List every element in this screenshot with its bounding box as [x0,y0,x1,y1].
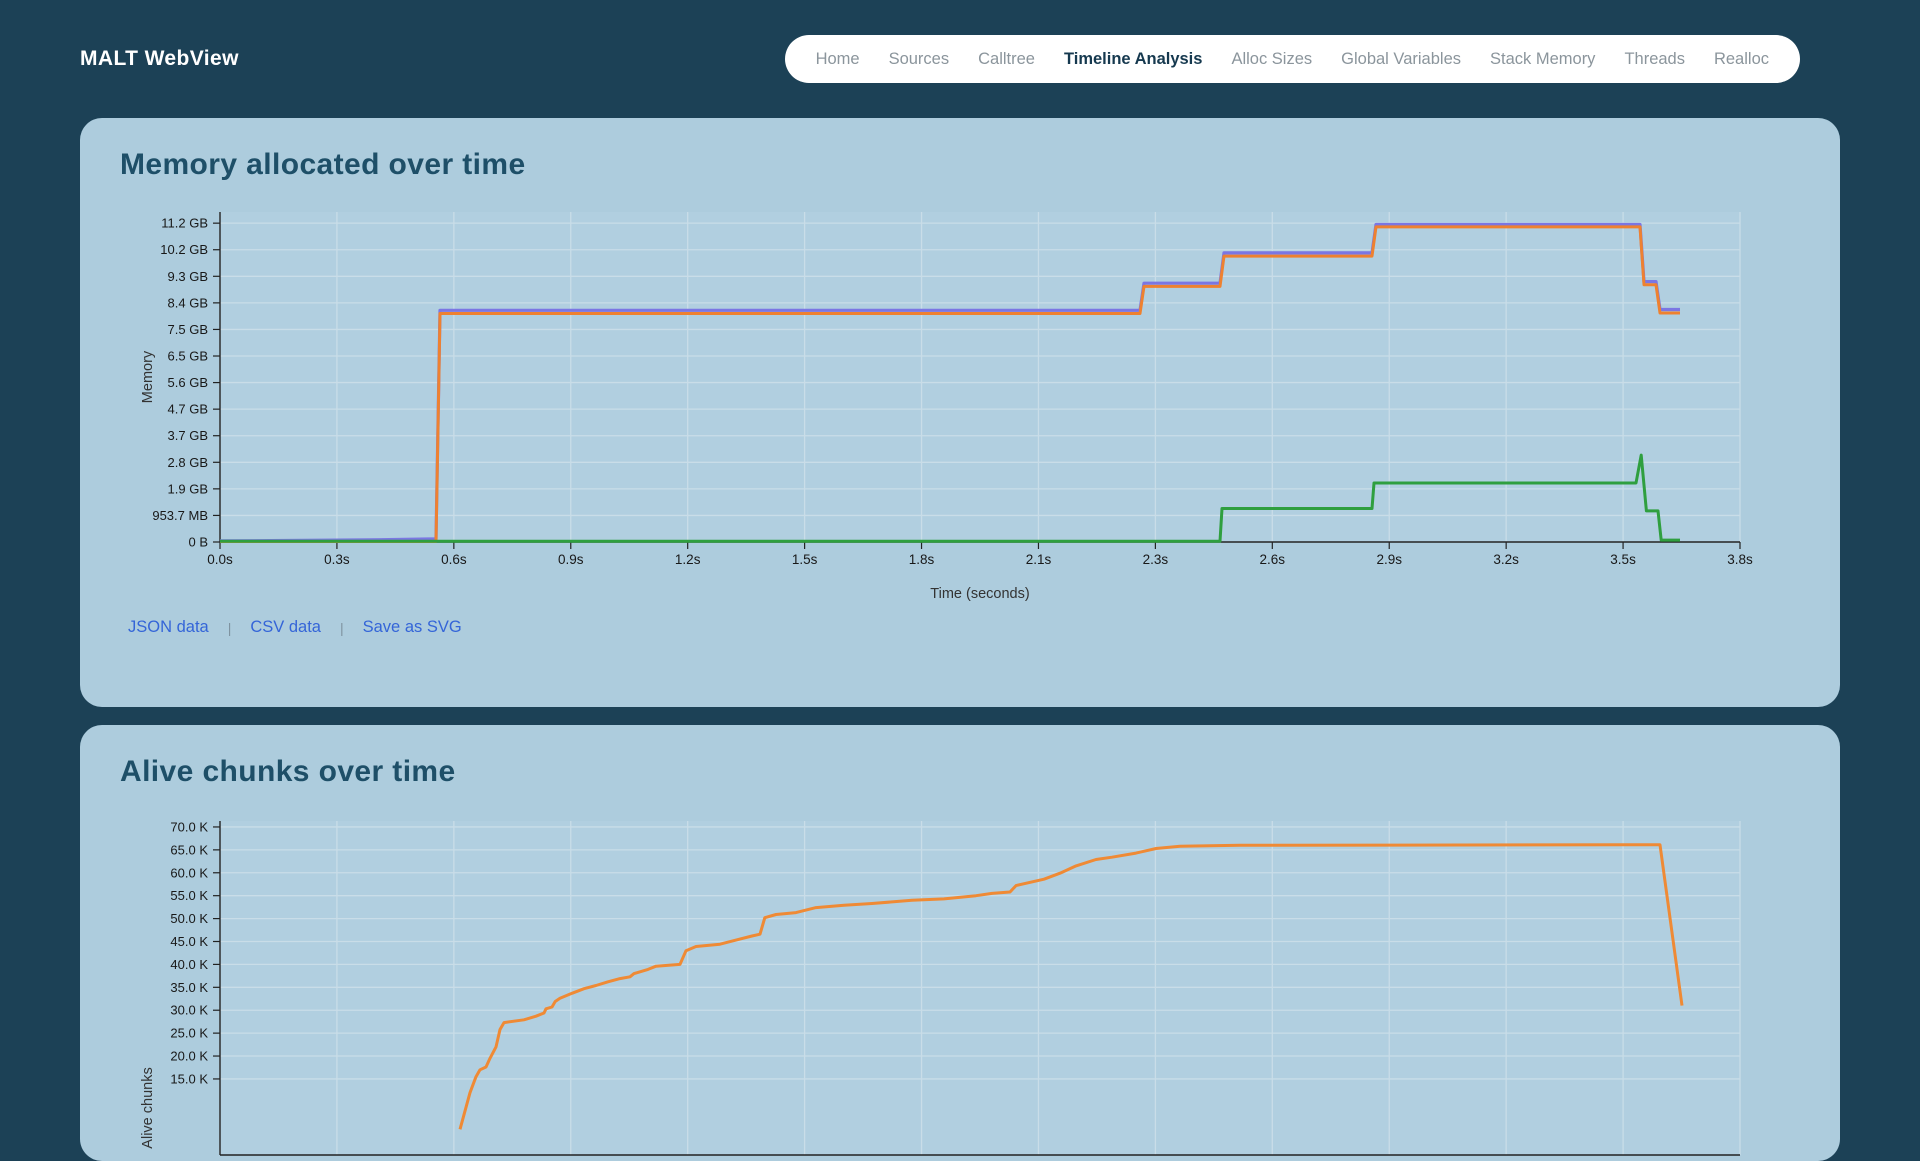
csv-data-link[interactable]: CSV data [250,618,321,636]
svg-text:8.4 GB: 8.4 GB [168,295,208,310]
svg-text:1.5s: 1.5s [792,552,818,567]
save-as-svg-link[interactable]: Save as SVG [362,618,462,636]
svg-text:40.0 K: 40.0 K [170,957,208,972]
svg-text:4.7 GB: 4.7 GB [168,402,208,417]
link-separator: | [227,619,232,636]
link-separator: | [339,619,344,636]
svg-text:953.7 MB: 953.7 MB [152,508,208,523]
svg-text:30.0 K: 30.0 K [170,1003,208,1018]
svg-text:9.3 GB: 9.3 GB [168,269,208,284]
nav-item-timeline-analysis[interactable]: Timeline Analysis [1063,49,1203,68]
nav-item-sources[interactable]: Sources [888,49,950,68]
svg-text:1.8s: 1.8s [909,552,935,567]
svg-text:20.0 K: 20.0 K [170,1049,208,1064]
svg-text:50.0 K: 50.0 K [170,911,208,926]
svg-text:2.3s: 2.3s [1143,552,1169,567]
svg-text:60.0 K: 60.0 K [170,865,208,880]
svg-text:2.6s: 2.6s [1260,552,1286,567]
svg-text:Memory: Memory [140,350,156,403]
alive-chunks-card: Alive chunks over time 15.0 K 20.0 K 25.0 … [80,725,1840,1161]
memory-chart-title: Memory allocated over time [120,148,526,181]
svg-text:10.2 GB: 10.2 GB [160,242,208,257]
svg-text:1.2s: 1.2s [675,552,701,567]
json-data-link[interactable]: JSON data [128,618,209,636]
memory-over-time-card: Memory allocated over time 0 B 953.7 MB 1.… [80,118,1840,707]
alive-chunks-chart-title: Alive chunks over time [120,755,456,788]
nav-item-threads[interactable]: Threads [1624,49,1685,68]
svg-text:55.0 K: 55.0 K [170,888,208,903]
svg-text:2.8 GB: 2.8 GB [168,455,208,470]
svg-text:70.0 K: 70.0 K [170,819,208,834]
svg-text:Time (seconds): Time (seconds) [930,586,1029,602]
svg-text:2.1s: 2.1s [1026,552,1052,567]
svg-text:15.0 K: 15.0 K [170,1071,208,1086]
nav-item-global-variables[interactable]: Global Variables [1341,49,1461,68]
svg-text:6.5 GB: 6.5 GB [168,349,208,364]
main-nav: Home Sources Calltree Timeline Analysis Allo… [784,35,1800,83]
svg-text:3.2s: 3.2s [1493,552,1519,567]
svg-text:7.5 GB: 7.5 GB [168,322,208,337]
nav-item-realloc[interactable]: Realloc [1713,49,1769,68]
svg-text:45.0 K: 45.0 K [170,934,208,949]
memory-chart-export-links: JSON data | CSV data | Save as SVG [128,618,1840,707]
app-title: MALT WebView [80,47,239,70]
svg-text:1.9 GB: 1.9 GB [168,481,208,496]
page-content: Memory allocated over time 0 B 953.7 MB 1.… [0,118,1920,1161]
nav-item-home[interactable]: Home [815,49,860,68]
nav-item-stack-memory[interactable]: Stack Memory [1490,49,1596,68]
svg-text:65.0 K: 65.0 K [170,842,208,857]
alive-chunks-over-time-chart: 15.0 K 20.0 K 25.0 K 30.0 K 35.0 K 40.0 K 45.0… [140,819,1741,1156]
svg-text:3.5s: 3.5s [1610,552,1636,567]
memory-over-time-chart: 0 B 953.7 MB 1.9 GB 2.8 GB 3.7 GB 4.7 GB 5.6 G… [140,212,1753,602]
svg-text:5.6 GB: 5.6 GB [168,375,208,390]
nav-item-calltree[interactable]: Calltree [978,49,1035,68]
svg-text:0.6s: 0.6s [441,552,467,567]
svg-text:25.0 K: 25.0 K [170,1026,208,1041]
nav-item-alloc-sizes[interactable]: Alloc Sizes [1231,49,1313,68]
svg-text:3.7 GB: 3.7 GB [168,428,208,443]
svg-text:2.9s: 2.9s [1376,552,1402,567]
svg-text:35.0 K: 35.0 K [170,980,208,995]
svg-text:3.8s: 3.8s [1727,552,1753,567]
svg-text:0 B: 0 B [188,535,208,550]
svg-text:0.0s: 0.0s [207,552,233,567]
top-bar: MALT WebView Home Sources Calltree Timeline… [0,0,1920,118]
svg-text:11.2 GB: 11.2 GB [161,216,208,231]
svg-text:0.9s: 0.9s [558,552,584,567]
svg-text:0.3s: 0.3s [324,552,350,567]
